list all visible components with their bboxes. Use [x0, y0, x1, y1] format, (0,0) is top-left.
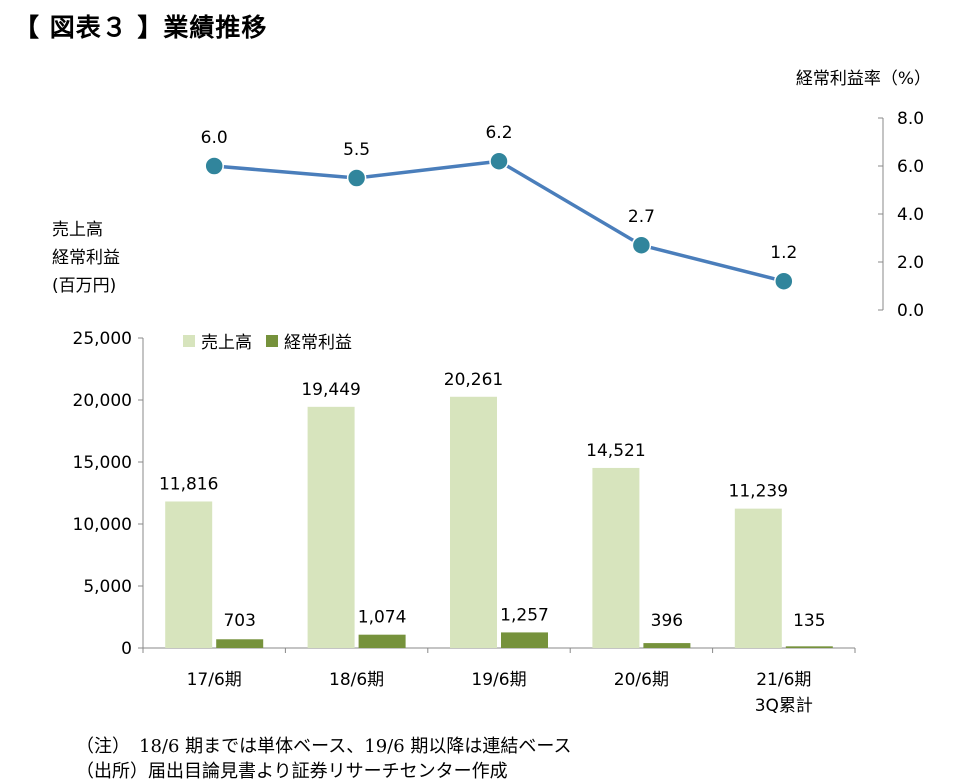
legend-item-profit: 経常利益 [266, 328, 352, 353]
x-tick-label: 19/6期 [471, 670, 526, 690]
y-tick-label-right: 6.0 [897, 157, 924, 177]
x-tick-label: 17/6期 [187, 670, 242, 690]
y-tick-label-right: 2.0 [897, 253, 924, 273]
y-tick-label-left: 25,000 [73, 329, 132, 349]
data-label-sales: 11,239 [729, 482, 788, 502]
bar-sales [307, 406, 355, 648]
y-tick-label-left: 15,000 [73, 453, 132, 473]
bar-profit [785, 646, 833, 648]
data-label-margin: 6.2 [485, 123, 512, 143]
legend-swatch-profit [266, 334, 278, 347]
right-axis-title: 経常利益率（%） [795, 69, 931, 89]
data-label-profit: 1,257 [500, 605, 549, 625]
legend-item-sales: 売上高 [183, 328, 252, 353]
bar-sales [592, 467, 640, 648]
bar-sales [450, 396, 497, 648]
bar-sales [165, 501, 213, 648]
data-label-profit: 396 [651, 611, 683, 631]
data-label-margin: 5.5 [343, 140, 370, 160]
data-label-profit: 135 [793, 611, 825, 631]
data-label-margin: 6.0 [201, 128, 228, 148]
margin-marker [489, 151, 509, 171]
data-label-profit: 703 [223, 611, 255, 631]
x-tick-label: 3Q累計 [755, 696, 813, 716]
legend-label-profit: 経常利益 [284, 333, 352, 353]
data-label-margin: 2.7 [628, 207, 655, 227]
bar-profit [358, 634, 406, 648]
data-label-sales: 14,521 [586, 441, 645, 461]
margin-line [214, 159, 785, 283]
bar-profit [501, 632, 548, 648]
note-line: （出所）届出目論見書より証券リサーチセンター作成 [76, 761, 508, 782]
x-tick-label: 20/6期 [614, 670, 669, 690]
bar-profit [643, 643, 691, 648]
x-tick-label: 18/6期 [329, 670, 384, 690]
left-axis-title-line: 売上高 [52, 220, 103, 240]
bar-sales [734, 508, 782, 648]
left-axis-title: 売上高 経常利益 (百万円) [52, 216, 120, 300]
x-tick-label: 21/6期 [756, 670, 811, 690]
data-label-sales: 19,449 [301, 380, 360, 400]
data-label-sales: 11,816 [159, 474, 218, 494]
y-tick-label-left: 10,000 [73, 515, 132, 535]
legend-swatch-sales [183, 334, 195, 347]
margin-marker [631, 235, 652, 255]
legend-label-sales: 売上高 [201, 333, 252, 353]
notes: （注） 18/6 期までは単体ベース、19/6 期以降は連結ベース （出所）届出… [76, 734, 571, 784]
bar-profit [216, 639, 264, 648]
left-axis-title-line: (百万円) [52, 276, 117, 296]
y-tick-label-left: 0 [121, 639, 132, 659]
data-label-margin: 1.2 [770, 243, 797, 263]
margin-marker [346, 168, 367, 188]
page-title: 【 図表３ 】業績推移 [14, 13, 268, 42]
legend: 売上高 経常利益 [183, 328, 352, 353]
margin-marker [774, 271, 794, 291]
y-tick-label-left: 20,000 [73, 391, 132, 411]
y-tick-label-left: 5,000 [83, 577, 132, 597]
left-axis-title-line: 経常利益 [52, 248, 120, 268]
note-line: （注） 18/6 期までは単体ベース、19/6 期以降は連結ベース [76, 736, 572, 757]
data-label-sales: 20,261 [444, 370, 503, 390]
data-label-profit: 1,074 [358, 608, 407, 628]
y-tick-label-right: 8.0 [897, 109, 924, 129]
margin-marker [204, 156, 224, 176]
y-tick-label-right: 4.0 [897, 205, 924, 225]
y-tick-label-right: 0.0 [897, 301, 924, 321]
